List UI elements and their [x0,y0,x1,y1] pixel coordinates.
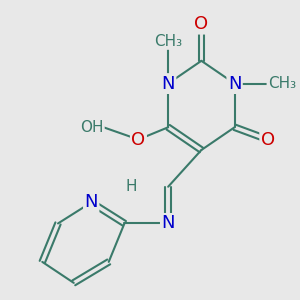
Text: CH₃: CH₃ [268,76,296,91]
Text: O: O [194,15,208,33]
Text: O: O [131,130,146,148]
Text: N: N [228,75,242,93]
Text: N: N [85,194,98,211]
Text: O: O [261,130,275,148]
Text: H: H [125,179,137,194]
Text: OH: OH [80,120,104,135]
Text: CH₃: CH₃ [154,34,182,49]
Text: N: N [161,214,175,232]
Text: N: N [161,75,175,93]
